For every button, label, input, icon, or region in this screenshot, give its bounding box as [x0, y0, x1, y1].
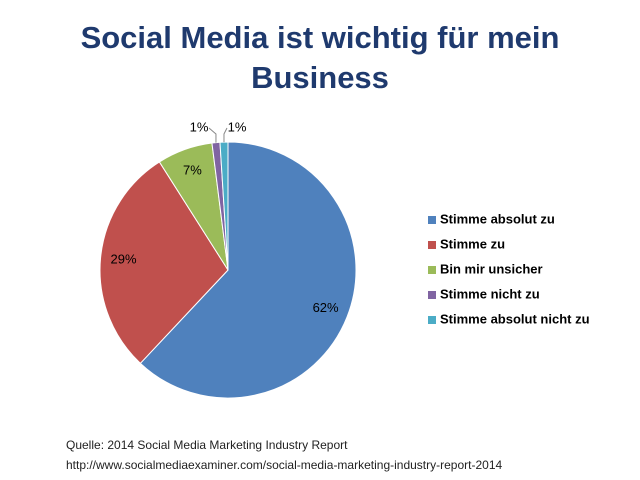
- legend-label: Bin mir unsicher: [440, 261, 543, 276]
- legend-swatch: [428, 291, 436, 299]
- data-label: 1%: [190, 119, 209, 134]
- chart-title: Social Media ist wichtig für mein Busine…: [80, 20, 560, 95]
- data-label: 29%: [110, 252, 136, 267]
- source-line: Quelle: 2014 Social Media Marketing Indu…: [66, 438, 348, 452]
- legend-label: Stimme zu: [440, 236, 505, 251]
- data-label: 7%: [183, 163, 202, 178]
- legend-swatch: [428, 266, 436, 274]
- pie-slice: [219, 141, 229, 271]
- leader-line: [208, 127, 217, 143]
- data-label: 1%: [228, 119, 247, 134]
- data-label: 62%: [313, 300, 339, 315]
- source-line: http://www.socialmediaexaminer.com/socia…: [66, 458, 503, 472]
- legend-label: Stimme nicht zu: [440, 286, 540, 301]
- pie-slice: [99, 161, 229, 365]
- legend-label: Stimme absolut nicht zu: [440, 311, 590, 326]
- legend-swatch: [428, 316, 436, 324]
- legend-swatch: [428, 216, 436, 224]
- legend-label: Stimme absolut zu: [440, 211, 555, 226]
- pie-slice: [139, 141, 357, 399]
- legend-swatch: [428, 241, 436, 249]
- leader-line: [223, 127, 228, 143]
